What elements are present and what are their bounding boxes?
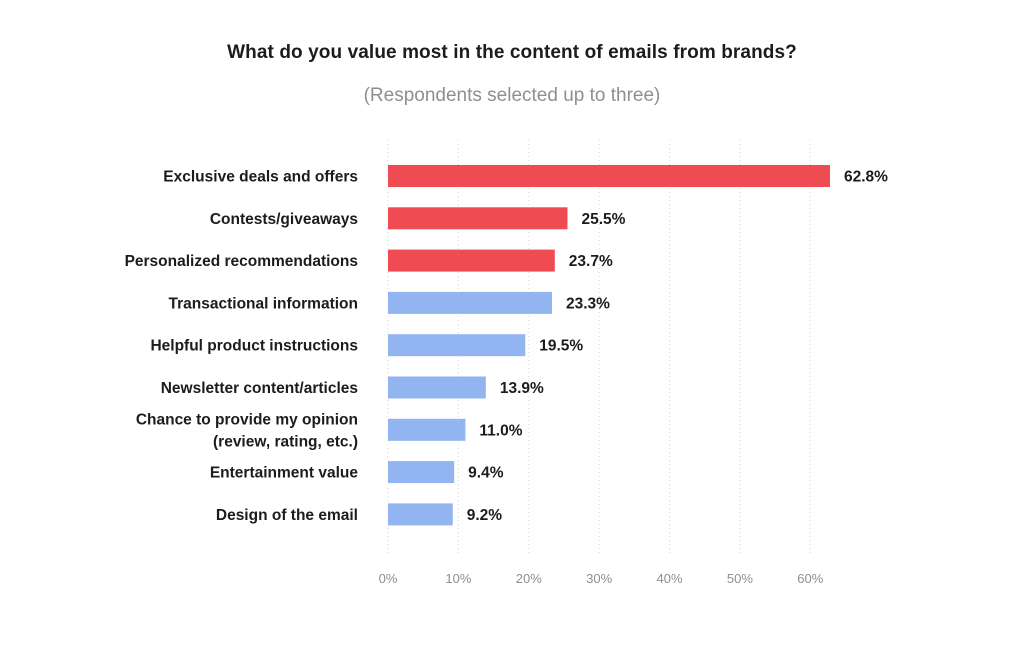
x-tick-label: 20% [516, 571, 542, 586]
category-label: Helpful product instructions [150, 338, 358, 355]
value-label: 25.5% [581, 211, 625, 228]
category-label: Entertainment value [210, 465, 359, 482]
x-tick-label: 60% [797, 571, 823, 586]
category-label: Transactional information [169, 295, 358, 312]
chart-title: What do you value most in the content of… [227, 42, 797, 63]
chart-subtitle: (Respondents selected up to three) [363, 85, 661, 106]
value-label: 62.8% [844, 169, 888, 186]
bar [388, 461, 455, 484]
x-tick-label: 10% [445, 571, 471, 586]
category-labels: Exclusive deals and offers Contests/givea… [125, 169, 359, 524]
x-tick-label: 50% [727, 571, 753, 586]
bar [388, 291, 552, 314]
bar [388, 207, 568, 230]
x-axis-tick-labels: 0% 10% 20% 30% 40% 50% 60% [379, 571, 824, 586]
value-label: 13.9% [500, 380, 544, 397]
value-label: 23.7% [569, 253, 613, 270]
bar [388, 334, 526, 357]
category-label: Newsletter content/articles [161, 380, 358, 397]
bar [388, 418, 466, 441]
x-tick-label: 30% [586, 571, 612, 586]
category-label: Design of the email [216, 507, 358, 524]
bar [388, 249, 555, 272]
category-label: Personalized recommendations [125, 253, 358, 270]
x-tick-label: 0% [379, 571, 398, 586]
value-label: 19.5% [539, 338, 583, 355]
value-labels: 62.8% 25.5% 23.7% 23.3% 19.5% 13.9% 11.0% 9.4% 9… [467, 169, 888, 524]
value-label: 11.0% [479, 422, 522, 439]
x-tick-label: 40% [657, 571, 683, 586]
category-label: Chance to provide my opinion (review, rat… [136, 411, 358, 450]
value-label: 9.4% [468, 465, 504, 482]
bars [388, 165, 830, 526]
value-label: 23.3% [566, 295, 610, 312]
category-label: Exclusive deals and offers [163, 169, 358, 186]
bar [388, 376, 486, 399]
bar [388, 503, 453, 526]
bar [388, 165, 830, 187]
value-label: 9.2% [467, 507, 503, 524]
category-label: Contests/giveaways [210, 211, 358, 228]
